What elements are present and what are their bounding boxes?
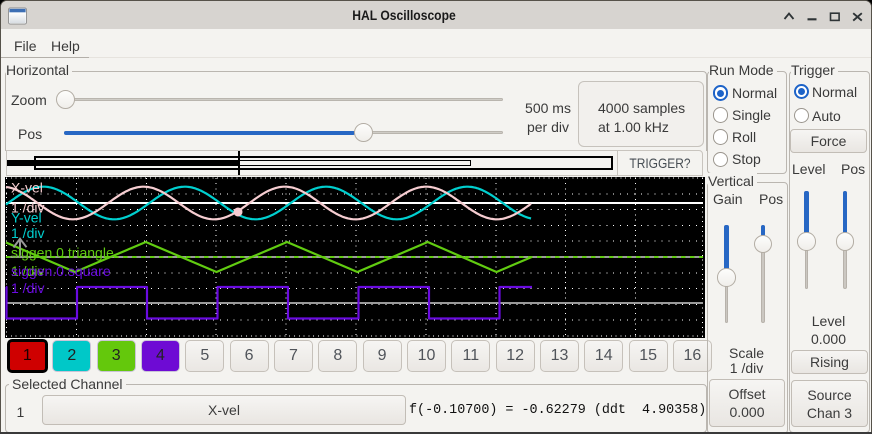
svg-text:siggen.0.triangle: siggen.0.triangle [11,245,114,261]
svg-text:1 /div: 1 /div [11,225,44,241]
svg-text:1 /div: 1 /div [11,263,44,279]
svg-text:1 /div: 1 /div [11,280,44,296]
svg-text:X-vel: X-vel [11,180,43,196]
svg-text:1 /div: 1 /div [11,200,44,216]
svg-text:Y-vel: Y-vel [11,210,42,226]
svg-text:siggen.0.square: siggen.0.square [11,263,111,279]
